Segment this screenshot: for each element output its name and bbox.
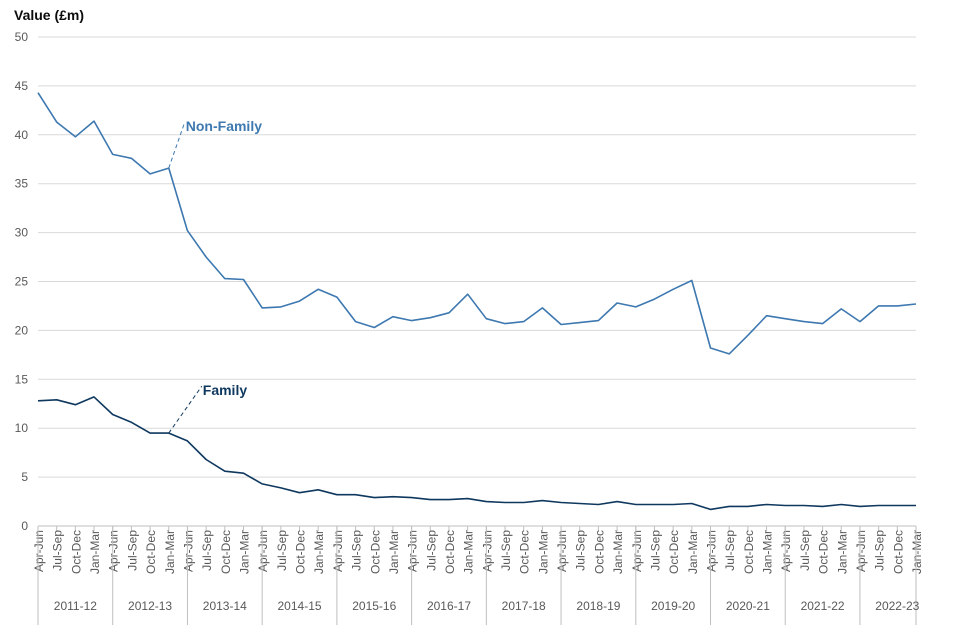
series-line-non-family [37, 92, 917, 355]
year-label: 2013-14 [203, 599, 247, 613]
year-label: 2018-19 [576, 599, 620, 613]
x-tick-label: Apr-Jun [854, 530, 868, 572]
x-tick-label: Jan-Mar [88, 530, 102, 574]
series-line-family [37, 396, 916, 511]
x-tick-label: Oct-Dec [742, 530, 756, 574]
x-tick-label: Oct-Dec [592, 530, 606, 574]
year-label: 2015-16 [352, 599, 396, 613]
annotation-leader-line [168, 121, 186, 169]
x-tick-label: Jan-Mar [536, 530, 550, 574]
y-tick-label: 30 [15, 226, 29, 240]
x-tick-label: Oct-Dec [219, 530, 233, 574]
x-tick-label: Jan-Mar [835, 530, 849, 574]
x-tick-label: Jan-Mar [462, 530, 476, 574]
year-label: 2017-18 [502, 599, 546, 613]
x-tick-label: Apr-Jun [705, 530, 719, 572]
x-tick-label: Oct-Dec [144, 530, 158, 574]
x-tick-label: Jul-Sep [723, 530, 737, 571]
y-tick-label: 15 [15, 372, 29, 386]
x-tick-label: Apr-Jun [256, 530, 270, 572]
x-tick-label: Jul-Sep [648, 530, 662, 571]
gridlines [38, 36, 916, 527]
y-tick-label: 50 [15, 30, 29, 44]
x-tick-label: Oct-Dec [368, 530, 382, 574]
y-tick-label: 20 [15, 323, 29, 337]
y-tick-label: 45 [15, 79, 29, 93]
annotation-label: Family [203, 382, 248, 398]
y-axis-title: Value (£m) [14, 7, 84, 23]
year-label: 2016-17 [427, 599, 471, 613]
x-tick-label: Jul-Sep [499, 530, 513, 571]
x-tick-label: Oct-Dec [443, 530, 457, 574]
annotations: Non-Family Family [168, 118, 262, 434]
year-label: 2012-13 [128, 599, 172, 613]
x-tick-label: Oct-Dec [518, 530, 532, 574]
y-tick-label: 25 [15, 275, 29, 289]
year-label: 2019-20 [651, 599, 695, 613]
x-tick-label: Apr-Jun [406, 530, 420, 572]
y-tick-label: 10 [15, 421, 29, 435]
x-tick-label: Jul-Sep [51, 530, 65, 571]
year-label: 2022-23 [875, 599, 919, 613]
x-tick-label: Jan-Mar [910, 530, 924, 574]
annotation-label: Non-Family [186, 118, 262, 134]
x-tick-label: Jan-Mar [163, 530, 177, 574]
y-tick-label: 5 [21, 470, 28, 484]
series-lines [37, 92, 917, 511]
x-tick-label: Oct-Dec [891, 530, 905, 574]
x-tick-label: Jul-Sep [200, 530, 214, 571]
y-tick-label: 0 [21, 519, 28, 533]
y-tick-label: 40 [15, 128, 29, 142]
year-label: 2021-22 [801, 599, 845, 613]
year-label: 2014-15 [278, 599, 322, 613]
x-tick-label: Jul-Sep [424, 530, 438, 571]
x-tick-label: Apr-Jun [630, 530, 644, 572]
year-label: 2020-21 [726, 599, 770, 613]
x-tick-label: Jan-Mar [611, 530, 625, 574]
x-tick-label: Jan-Mar [312, 530, 326, 574]
x-tick-label: Jan-Mar [237, 530, 251, 574]
x-tick-label: Jan-Mar [761, 530, 775, 574]
x-tick-label: Jul-Sep [798, 530, 812, 571]
x-tick-label: Oct-Dec [69, 530, 83, 574]
x-tick-label: Apr-Jun [32, 530, 46, 572]
x-tick-label: Oct-Dec [294, 530, 308, 574]
x-tick-label: Jan-Mar [686, 530, 700, 574]
y-tick-label: 35 [15, 177, 29, 191]
x-tick-label: Oct-Dec [817, 530, 831, 574]
x-tick-label: Oct-Dec [667, 530, 681, 574]
year-label: 2011-12 [54, 599, 97, 613]
x-tick-label: Apr-Jun [107, 530, 121, 572]
x-tick-label: Apr-Jun [480, 530, 494, 572]
x-tick-label: Jul-Sep [873, 530, 887, 571]
x-tick-label: Apr-Jun [181, 530, 195, 572]
x-tick-label: Jul-Sep [125, 530, 139, 571]
x-tick-label: Jan-Mar [387, 530, 401, 574]
x-tick-label: Apr-Jun [555, 530, 569, 572]
y-axis-ticks: 0 5 10 15 20 25 30 35 40 45 50 [15, 30, 29, 533]
x-tick-label: Jul-Sep [275, 530, 289, 571]
x-tick-label: Jul-Sep [350, 530, 364, 571]
x-tick-label: Jul-Sep [574, 530, 588, 571]
annotation-leader-line [168, 385, 203, 434]
x-axis: Apr-Jun Jul-Sep Oct-Dec Jan-Mar Apr-Jun Jul-S… [32, 526, 924, 625]
x-tick-label: Apr-Jun [331, 530, 345, 572]
x-tick-label: Apr-Jun [779, 530, 793, 572]
